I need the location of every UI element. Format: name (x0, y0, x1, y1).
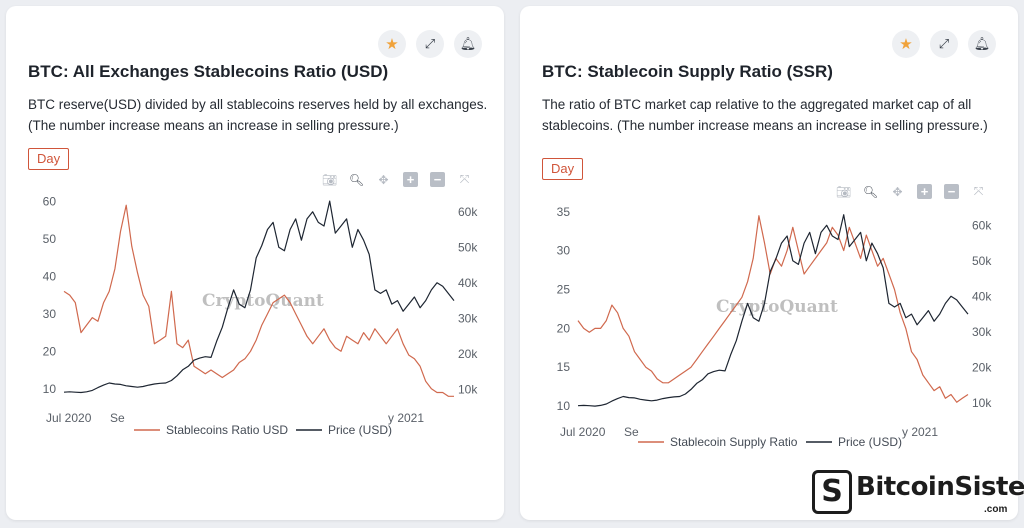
y-right-tick-label: 30k (458, 311, 478, 325)
price-series-line (577, 214, 969, 407)
y-left-tick-label: 30 (557, 244, 571, 258)
bitcoinsistemi-logo: S BitcoinSistemi .com (812, 468, 1024, 518)
period-day-button[interactable]: Day (28, 148, 70, 170)
legend-label: Stablecoins Ratio USD (166, 423, 288, 437)
y-right-tick-label: 60k (458, 205, 478, 219)
y-left-tick-label: 60 (43, 194, 57, 208)
x-tick-label: Se (110, 411, 125, 425)
card-title: BTC: Stablecoin Supply Ratio (SSR) (542, 62, 833, 81)
pan-icon[interactable]: ✥ (378, 172, 389, 187)
y-left-tick-label: 10 (557, 399, 571, 413)
card-title: BTC: All Exchanges Stablecoins Ratio (US… (28, 62, 389, 81)
x-tick-label: Se (624, 425, 639, 439)
y-left-tick-label: 50 (43, 232, 57, 246)
y-left-tick-label: 20 (43, 344, 57, 358)
ratio-series-line (63, 204, 454, 397)
chart-exchange-ratio: CryptoQuant 60 50 40 30 20 10 60k 50k 40k 30k 20k 1… (43, 194, 479, 437)
y-right-tick-label: 20k (972, 360, 992, 374)
x-tick-label: Jul 2020 (46, 411, 92, 425)
expand-icon[interactable]: ⤢ (416, 30, 444, 58)
autoscale-icon[interactable]: ⤧ (459, 172, 470, 186)
bell-icon[interactable]: 🔔︎ (454, 30, 482, 58)
legend-label: Price (USD) (838, 435, 902, 449)
brand-suffix: .com (984, 504, 1008, 515)
zoom-icon[interactable]: 🔍︎ (862, 184, 879, 199)
watermark: CryptoQuant (202, 291, 324, 311)
zoom-out-icon[interactable]: − (944, 184, 959, 199)
y-right-tick-label: 40k (972, 289, 992, 303)
price-series-line (63, 200, 455, 394)
y-left-tick-label: 15 (557, 360, 571, 374)
legend-label: Stablecoin Supply Ratio (670, 435, 798, 449)
y-left-tick-label: 30 (43, 307, 57, 321)
zoom-in-icon[interactable]: + (403, 172, 418, 187)
x-tick-label: y 2021 (902, 425, 938, 439)
y-left-tick-label: 25 (557, 283, 571, 297)
y-left-tick-label: 35 (557, 205, 571, 219)
card-description: The ratio of BTC market cap relative to … (542, 97, 988, 133)
y-right-tick-label: 50k (972, 254, 992, 268)
chart-modebar: 📷︎ 🔍︎ ✥ + − ⤧ (322, 172, 472, 187)
camera-icon[interactable]: 📷︎ (835, 184, 852, 199)
pan-icon[interactable]: ✥ (892, 184, 903, 199)
y-left-tick-label: 40 (43, 269, 57, 283)
y-right-tick-label: 50k (458, 240, 478, 254)
y-left-tick-label: 20 (557, 321, 571, 335)
y-right-tick-label: 10k (972, 396, 992, 410)
card-actions: ★ ⤢ 🔔︎ (892, 30, 996, 58)
y-right-tick-label: 10k (458, 382, 478, 396)
zoom-icon[interactable]: 🔍︎ (348, 172, 365, 187)
y-right-tick-label: 60k (972, 218, 992, 232)
zoom-in-icon[interactable]: + (917, 184, 932, 199)
y-right-tick-label: 20k (458, 347, 478, 361)
star-icon[interactable]: ★ (892, 30, 920, 58)
card-description: BTC reserve(USD) divided by all stableco… (28, 97, 488, 133)
x-tick-label: y 2021 (388, 411, 424, 425)
autoscale-icon[interactable]: ⤧ (973, 184, 984, 198)
y-right-tick-label: 30k (972, 325, 992, 339)
legend-label: Price (USD) (328, 423, 392, 437)
y-left-tick-label: 10 (43, 382, 57, 396)
brand-name: BitcoinSistemi (856, 472, 1024, 502)
y-right-tick-label: 40k (458, 276, 478, 290)
x-tick-label: Jul 2020 (560, 425, 606, 439)
star-icon[interactable]: ★ (378, 30, 406, 58)
period-day-button[interactable]: Day (542, 158, 584, 180)
chart-modebar: 📷︎ 🔍︎ ✥ + − ⤧ (836, 184, 986, 199)
watermark: CryptoQuant (716, 297, 838, 317)
bell-icon[interactable]: 🔔︎ (968, 30, 996, 58)
chart-card-exchange-ratio: ★ ⤢ 🔔︎ BTC: All Exchanges Stablecoins Ra… (6, 6, 504, 520)
zoom-out-icon[interactable]: − (430, 172, 445, 187)
chart-card-ssr: ★ ⤢ 🔔︎ BTC: Stablecoin Supply Ratio (SSR… (520, 6, 1018, 520)
bitcoin-s-icon: S (812, 470, 852, 514)
card-actions: ★ ⤢ 🔔︎ (378, 30, 482, 58)
chart-ssr: CryptoQuant 35 30 25 20 15 10 60k 50k 40k 30k 20k 1… (557, 205, 993, 449)
expand-icon[interactable]: ⤢ (930, 30, 958, 58)
camera-icon[interactable]: 📷︎ (321, 172, 338, 187)
